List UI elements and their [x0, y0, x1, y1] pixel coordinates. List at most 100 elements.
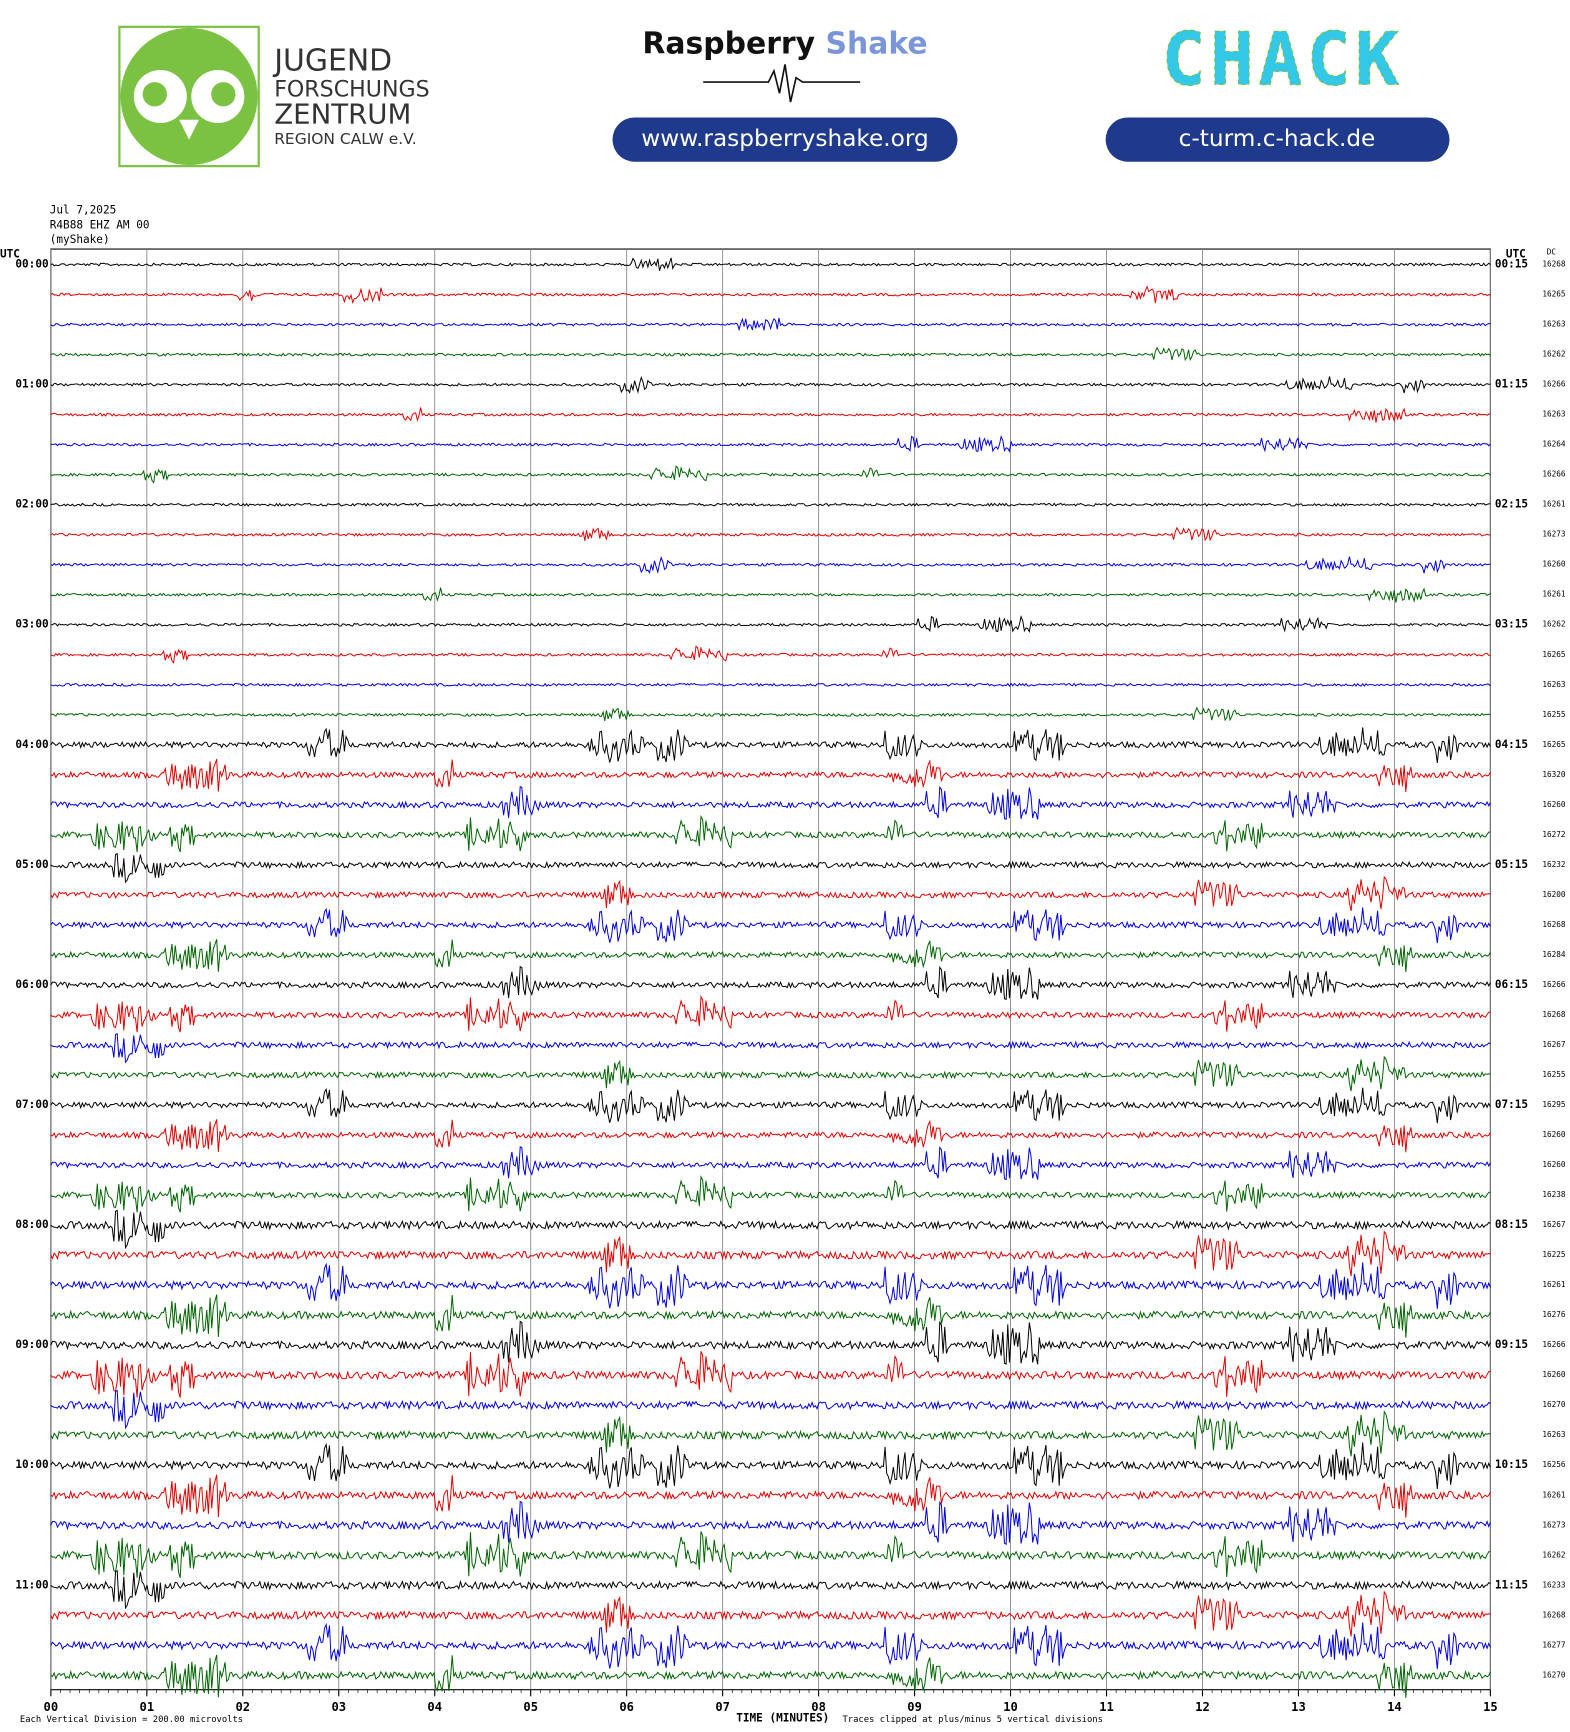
rs-title: Raspberry Shake	[642, 26, 927, 61]
trace	[50, 375, 1491, 394]
clip-note: Traces clipped at plus/minus 5 vertical …	[842, 1715, 1102, 1725]
dc-value: 16261	[1542, 500, 1566, 509]
trace	[50, 502, 1491, 507]
chack-logo: CHACK c-turm.c-hack.de	[1105, 17, 1450, 162]
chack-url: c-turm.c-hack.de	[1179, 125, 1376, 152]
trace	[50, 285, 1491, 305]
trace	[50, 1209, 1491, 1250]
trace	[50, 939, 1491, 973]
trace	[50, 1622, 1491, 1670]
jfz-logo: JUGEND FORSCHUNGS ZENTRUM REGION CALW e.…	[118, 25, 430, 168]
dc-value: 16263	[1542, 320, 1566, 329]
dc-value: 16268	[1542, 920, 1566, 929]
dc-value: 16270	[1542, 1670, 1566, 1679]
logo-pupil	[211, 82, 236, 107]
dc-value: 16238	[1542, 1190, 1566, 1199]
x-tick-label: 02	[235, 1700, 250, 1714]
right-time-label: 11:15	[1495, 1578, 1528, 1591]
trace	[50, 759, 1491, 793]
left-time-label: 05:00	[15, 858, 48, 871]
right-time-label: 05:15	[1495, 858, 1528, 871]
dc-value: 16262	[1542, 350, 1565, 359]
trace	[50, 682, 1491, 688]
dc-value: 16260	[1542, 800, 1566, 809]
right-time-label: 01:15	[1495, 378, 1528, 391]
x-tick-label: 06	[619, 1700, 634, 1714]
dc-value: 16260	[1542, 1130, 1566, 1139]
right-time-label: 07:15	[1495, 1098, 1528, 1111]
dc-value: 16263	[1542, 410, 1566, 419]
left-unit: UTC	[0, 248, 20, 261]
trace	[50, 1032, 1491, 1064]
dc-value: 16264	[1542, 440, 1566, 449]
x-tick-label: 08	[811, 1700, 826, 1714]
trace	[50, 875, 1491, 912]
dc-value: 16266	[1542, 1340, 1566, 1349]
dc-value: 16270	[1542, 1400, 1566, 1409]
logo-text: REGION CALW e.V.	[274, 130, 416, 148]
trace	[50, 346, 1491, 362]
logo-owl	[120, 27, 258, 166]
dc-value: 16232	[1542, 860, 1565, 869]
dc-value: 16262	[1542, 1550, 1565, 1559]
dc-value: 16266	[1542, 470, 1566, 479]
trace	[50, 994, 1491, 1033]
trace	[50, 1410, 1491, 1457]
logo-text: FORSCHUNGS	[274, 76, 429, 102]
x-tick-label: 05	[523, 1700, 538, 1714]
dc-value: 16262	[1542, 620, 1565, 629]
left-time-label: 04:00	[15, 738, 48, 751]
logo-beak	[179, 119, 200, 140]
dc-value: 16267	[1542, 1040, 1566, 1049]
trace	[50, 1055, 1491, 1092]
logo-text: ZENTRUM	[274, 97, 411, 130]
plot: Jul 7,2025 R4B88 EHZ AM 00 (myShake) UTC UTC…	[0, 203, 1566, 1725]
right-time-label: 09:15	[1495, 1338, 1528, 1351]
left-time-label: 00:00	[15, 258, 48, 271]
dc-value: 16255	[1542, 710, 1566, 719]
trace	[50, 1174, 1491, 1213]
dc-value: 16263	[1542, 1430, 1566, 1439]
trace	[50, 257, 1491, 271]
left-time-label: 10:00	[15, 1458, 48, 1471]
dc-value: 16265	[1542, 650, 1566, 659]
left-time-label: 03:00	[15, 618, 48, 631]
x-tick-label: 03	[331, 1700, 346, 1714]
trace	[50, 907, 1491, 944]
x-tick-label: 13	[1291, 1700, 1306, 1714]
trace	[50, 1262, 1491, 1309]
logo-pupil	[142, 82, 167, 107]
rs-wave	[703, 64, 861, 103]
dc-value: 16284	[1542, 950, 1566, 959]
trace	[50, 1474, 1491, 1518]
trace	[50, 1590, 1491, 1637]
left-time-label: 02:00	[15, 498, 48, 511]
x-tick-label: 09	[907, 1700, 922, 1714]
scale-note: Each Vertical Division = 200.00 microvol…	[20, 1715, 243, 1725]
trace	[50, 727, 1491, 764]
x-tick-label: 07	[715, 1700, 730, 1714]
rs-name2: Shake	[825, 26, 927, 61]
trace	[50, 1500, 1491, 1546]
dc-value: 16260	[1542, 560, 1566, 569]
trace	[50, 407, 1491, 423]
trace	[50, 1294, 1491, 1338]
station-info: Jul 7,2025	[50, 203, 117, 216]
rs-pill	[612, 117, 958, 162]
x-tick-label: 00	[44, 1700, 59, 1714]
dc-label: DC	[1547, 247, 1557, 256]
dc-value: 16273	[1542, 1520, 1566, 1529]
right-unit: UTC	[1506, 248, 1526, 261]
station-info: R4B88 EHZ AM 00	[50, 218, 150, 231]
right-time-label: 02:15	[1495, 498, 1528, 511]
right-time-label: 03:15	[1495, 618, 1528, 631]
x-tick-label: 15	[1483, 1700, 1498, 1714]
left-time-label: 06:00	[15, 978, 48, 991]
dc-value: 16266	[1542, 380, 1566, 389]
left-time-label: 01:00	[15, 378, 48, 391]
trace	[50, 1569, 1491, 1610]
rs-name: Raspberry	[642, 26, 815, 61]
x-tick-label: 04	[427, 1700, 442, 1714]
